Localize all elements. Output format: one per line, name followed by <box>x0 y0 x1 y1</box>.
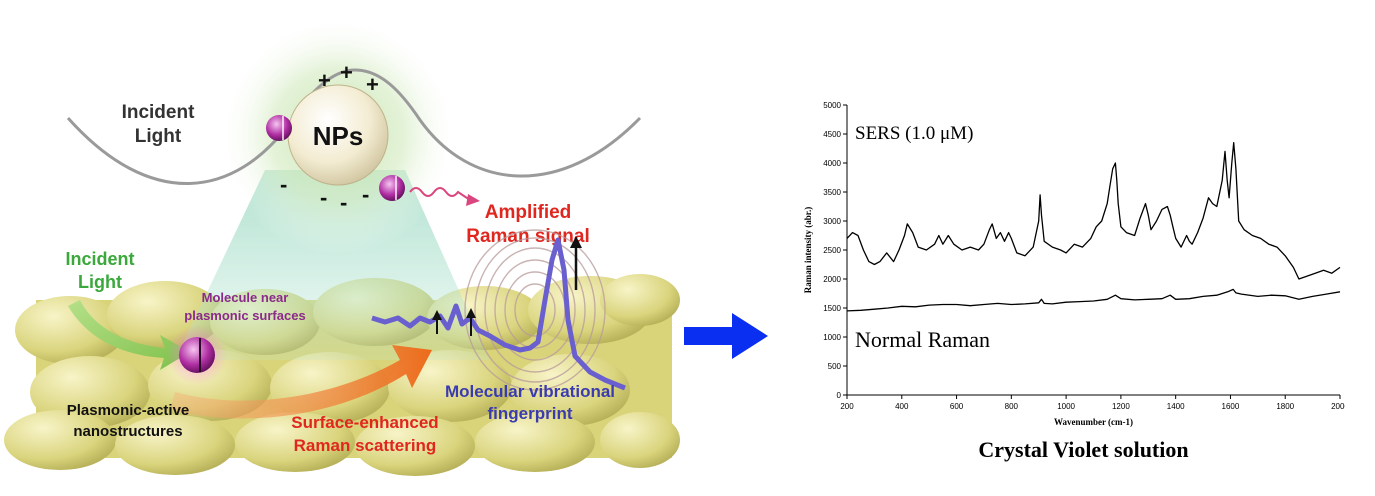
molecule-icon <box>379 175 405 201</box>
x-tick-label: 1400 <box>1167 402 1185 411</box>
sers-illustration: NPs + + + - - - - Incident Light Amplifi… <box>4 15 680 476</box>
x-tick-label: 200 <box>840 402 854 411</box>
blue-arrow-icon <box>684 313 768 359</box>
plus-sign: + <box>318 68 331 93</box>
fingerprint-icon <box>464 229 606 391</box>
np-label: NPs <box>313 121 364 151</box>
y-tick-label: 2500 <box>823 246 841 255</box>
plasmonic-active-label: Plasmonic-active <box>67 402 190 419</box>
molecule-icon <box>179 337 215 373</box>
molecule-near-label: Molecule near <box>202 290 289 305</box>
up-arrow-icon <box>466 308 476 336</box>
x-tick-label: 2000 <box>1331 402 1345 411</box>
amplified-label: Amplified <box>485 202 572 223</box>
arrowhead-icon <box>466 194 480 206</box>
chart-plot-area: 0 500 1000 1500 2000 2500 3000 3500 4000 4500 5000… <box>803 101 1345 462</box>
sers-arrow-icon <box>170 345 432 419</box>
fingerprint-label: Molecular vibrational <box>445 382 615 401</box>
y-tick-label: 5000 <box>823 101 841 110</box>
molecule-icon <box>266 115 292 141</box>
y-tick-label: 3000 <box>823 217 841 226</box>
series-line-1 <box>846 288 1341 312</box>
plasmonic-active-label: nanostructures <box>73 423 182 440</box>
x-tick-label: 1800 <box>1276 402 1294 411</box>
x-tick-label: 800 <box>1005 402 1019 411</box>
x-tick-label: 400 <box>895 402 909 411</box>
molecule-near-label: plasmonic surfaces <box>184 308 305 323</box>
plus-sign: + <box>340 60 353 85</box>
y-axis-label: Raman intensity (abr.) <box>803 207 813 293</box>
x-tick-label: 1000 <box>1057 402 1075 411</box>
sers-process-label: Surface-enhanced <box>291 413 438 432</box>
x-tick-label: 600 <box>950 402 964 411</box>
y-tick-label: 2000 <box>823 275 841 284</box>
minus-sign: - <box>320 185 327 210</box>
x-axis-label: Wavenumber (cm-1) <box>1054 417 1133 427</box>
scatter-squiggle-icon <box>409 187 471 201</box>
y-tick-label: 1000 <box>823 333 841 342</box>
incident-arrow-icon <box>68 300 190 370</box>
incident-light-label: Light <box>135 126 182 147</box>
sers-annotation: SERS (1.0 μM) <box>855 123 973 144</box>
sers-process-label: Raman scattering <box>294 436 437 455</box>
light-wave <box>66 68 642 185</box>
spectrum-line <box>371 237 626 391</box>
x-tick-label: 1600 <box>1222 402 1240 411</box>
x-tick-label: 1200 <box>1112 402 1130 411</box>
up-arrow-icon <box>432 310 442 334</box>
y-tick-label: 4000 <box>823 159 841 168</box>
minus-sign: - <box>280 172 287 197</box>
incident-light-label: Light <box>78 272 122 292</box>
amplified-label: Raman signal <box>466 226 590 247</box>
y-tick-label: 4500 <box>823 130 841 139</box>
minus-sign: - <box>362 182 369 207</box>
normal-raman-annotation: Normal Raman <box>855 327 990 352</box>
series-line-0 <box>846 142 1341 280</box>
y-tick-label: 500 <box>828 362 842 371</box>
fingerprint-label: fingerprint <box>488 404 573 423</box>
y-tick-label: 1500 <box>823 304 841 313</box>
minus-sign: - <box>340 190 347 215</box>
chart-title: Crystal Violet solution <box>978 437 1188 462</box>
y-tick-label: 0 <box>837 391 842 400</box>
up-arrow-icon <box>570 236 582 290</box>
plus-sign: + <box>366 72 379 97</box>
incident-light-label: Incident <box>122 102 196 123</box>
raman-chart: 0 500 1000 1500 2000 2500 3000 3500 4000 4500 5000… <box>803 101 1345 462</box>
incident-light-label: Incident <box>65 249 134 269</box>
y-tick-label: 3500 <box>823 188 841 197</box>
